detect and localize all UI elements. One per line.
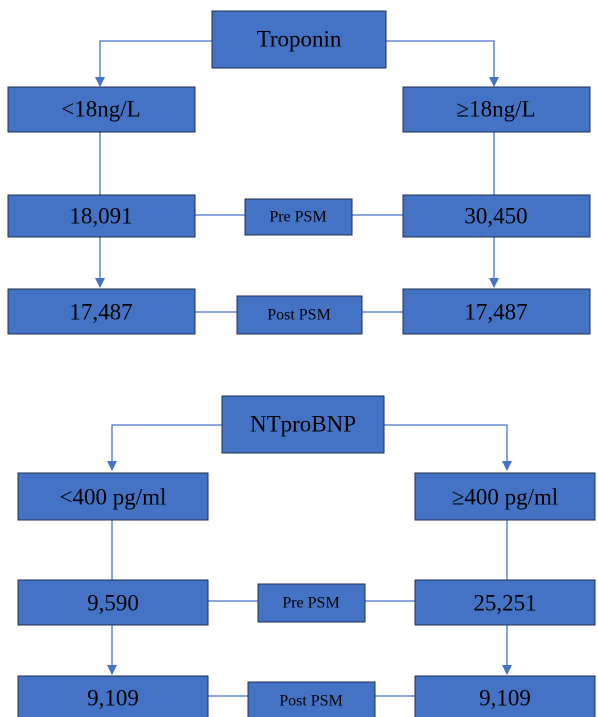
troponin-pre-left-box: 18,091 bbox=[7, 194, 196, 238]
troponin-pre-left-value: 18,091 bbox=[69, 204, 132, 229]
ntprobnp-post-left-box: 9,109 bbox=[17, 675, 209, 717]
ntprobnp-pre-left-box: 9,590 bbox=[17, 579, 209, 626]
ntprobnp-left-group-label: <400 pg/ml bbox=[60, 485, 167, 510]
troponin-root-box: Troponin bbox=[211, 10, 387, 69]
ntprobnp-post-label: Post PSM bbox=[279, 693, 343, 710]
ntprobnp-post-right-value: 9,109 bbox=[479, 686, 531, 711]
troponin-pre-right-box: 30,450 bbox=[402, 194, 591, 238]
troponin-right-group-box: ≥18ng/L bbox=[402, 86, 591, 133]
troponin-flow: Troponin <18ng/L ≥18ng/L 18,091 Pre PSM … bbox=[7, 10, 591, 335]
ntprobnp-right-connector bbox=[384, 424, 512, 471]
troponin-right-connector bbox=[386, 40, 499, 87]
ntprobnp-pre-label-box: Pre PSM bbox=[257, 583, 366, 623]
ntprobnp-pre-right-value: 25,251 bbox=[473, 591, 536, 616]
troponin-post-right-value: 17,487 bbox=[464, 300, 527, 325]
troponin-left-group-box: <18ng/L bbox=[7, 86, 196, 133]
troponin-left-connector bbox=[95, 40, 212, 87]
troponin-post-right-box: 17,487 bbox=[402, 288, 591, 335]
ntprobnp-post-left-value: 9,109 bbox=[87, 686, 139, 711]
ntprobnp-left-group-box: <400 pg/ml bbox=[17, 472, 209, 521]
troponin-post-label: Post PSM bbox=[267, 307, 331, 324]
ntprobnp-post-label-box: Post PSM bbox=[247, 681, 376, 717]
troponin-pre-label-box: Pre PSM bbox=[244, 198, 353, 236]
troponin-pre-label: Pre PSM bbox=[269, 209, 326, 226]
ntprobnp-post-right-box: 9,109 bbox=[414, 675, 596, 717]
ntprobnp-root-box: NTproBNP bbox=[221, 395, 385, 454]
ntprobnp-root-label: NTproBNP bbox=[250, 412, 356, 437]
ntprobnp-flow: NTproBNP <400 pg/ml ≥400 pg/ml 9,590 Pre… bbox=[17, 395, 596, 717]
ntprobnp-pre-left-value: 9,590 bbox=[87, 591, 139, 616]
troponin-post-left-box: 17,487 bbox=[7, 288, 196, 335]
ntprobnp-right-group-label: ≥400 pg/ml bbox=[452, 485, 559, 510]
troponin-post-left-value: 17,487 bbox=[69, 300, 132, 325]
troponin-post-label-box: Post PSM bbox=[236, 295, 363, 335]
troponin-pre-right-value: 30,450 bbox=[464, 204, 527, 229]
ntprobnp-right-group-box: ≥400 pg/ml bbox=[414, 472, 596, 521]
troponin-root-label: Troponin bbox=[257, 27, 342, 52]
ntprobnp-pre-right-box: 25,251 bbox=[414, 579, 596, 626]
troponin-right-group-label: ≥18ng/L bbox=[456, 97, 535, 122]
troponin-left-group-label: <18ng/L bbox=[61, 97, 140, 122]
ntprobnp-pre-label: Pre PSM bbox=[282, 595, 339, 612]
ntprobnp-left-connector bbox=[107, 424, 222, 471]
